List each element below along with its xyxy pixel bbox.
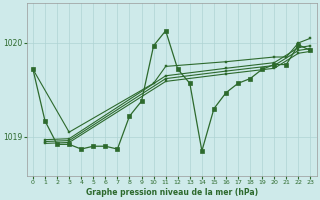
X-axis label: Graphe pression niveau de la mer (hPa): Graphe pression niveau de la mer (hPa) [86,188,258,197]
